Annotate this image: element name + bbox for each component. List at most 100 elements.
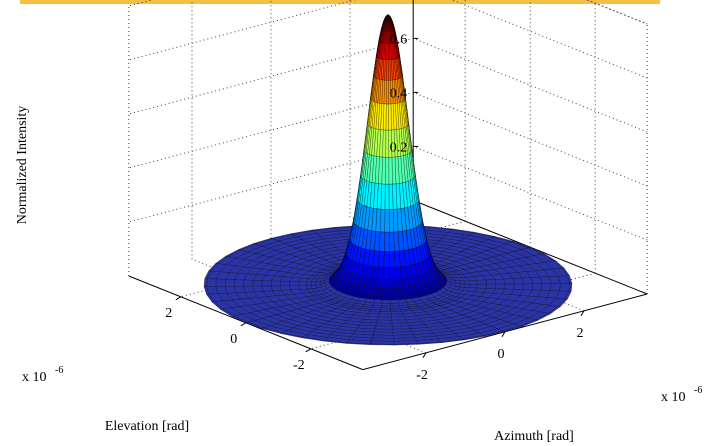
surface-patch bbox=[371, 337, 395, 342]
surface-patch bbox=[394, 250, 401, 268]
surface-patch bbox=[395, 278, 403, 289]
surface-patch bbox=[388, 59, 391, 81]
surface-patch bbox=[380, 209, 386, 233]
z-gridline-left-wall bbox=[413, 37, 648, 133]
surface-patch bbox=[298, 281, 307, 286]
surface-patch bbox=[270, 280, 281, 287]
x-tick-label: -2 bbox=[416, 368, 428, 383]
surface-patch bbox=[486, 283, 497, 289]
surface-patch bbox=[371, 266, 379, 280]
z-tick-label: 0.4 bbox=[390, 86, 408, 101]
surface-patch bbox=[384, 209, 390, 233]
surface-patch bbox=[279, 285, 291, 291]
surface-patch bbox=[377, 316, 392, 321]
surface-patch bbox=[385, 103, 389, 131]
surface-patch bbox=[384, 231, 390, 252]
surface-patch bbox=[386, 30, 389, 44]
y-multiplier-exponent: -6 bbox=[55, 365, 63, 376]
surface-patch bbox=[393, 231, 400, 252]
y-multiplier-base: x 10 bbox=[22, 370, 47, 385]
surface-patch bbox=[381, 156, 386, 185]
surface-patch bbox=[233, 279, 245, 287]
surface-patch bbox=[379, 231, 385, 252]
surface-patch bbox=[503, 278, 515, 285]
surface-patch bbox=[459, 283, 466, 288]
surface-patch bbox=[243, 279, 254, 287]
surface-patch bbox=[541, 283, 552, 291]
surface-patch bbox=[306, 281, 312, 286]
surface-patch bbox=[381, 303, 391, 307]
surface-patch bbox=[289, 285, 300, 291]
surface-patch bbox=[468, 280, 478, 285]
surface-patch bbox=[374, 325, 393, 330]
surface-patch bbox=[385, 157, 390, 185]
surface-patch bbox=[261, 280, 272, 287]
x-tick-label: 0 bbox=[498, 347, 505, 362]
surface-patch bbox=[388, 157, 393, 185]
y-tick-mark bbox=[240, 322, 247, 327]
surface-patch bbox=[381, 299, 391, 304]
y-tick-label: 0 bbox=[230, 332, 237, 347]
surface-patch bbox=[390, 311, 403, 315]
surface-patch bbox=[389, 231, 395, 252]
surface-patch bbox=[485, 279, 497, 285]
surface-patch bbox=[531, 283, 543, 291]
surface-patch bbox=[270, 285, 282, 292]
surface-patch bbox=[386, 59, 389, 81]
y-tick-mark bbox=[175, 296, 182, 301]
surface-patch bbox=[494, 278, 506, 285]
surface-patch bbox=[550, 283, 561, 292]
surface-patch bbox=[389, 294, 398, 301]
surface-patch bbox=[476, 279, 487, 285]
surface-patch bbox=[377, 266, 385, 280]
surface-patch bbox=[376, 319, 393, 324]
surface-patch bbox=[215, 278, 226, 287]
surface-patch bbox=[388, 103, 392, 131]
surface-patch bbox=[396, 287, 405, 296]
surface-patch bbox=[389, 251, 396, 268]
y-tick-label: 2 bbox=[165, 306, 172, 321]
surface-patch bbox=[513, 283, 524, 290]
surface-patch bbox=[375, 322, 393, 327]
surface-patch bbox=[370, 278, 378, 289]
surface-patch bbox=[310, 281, 317, 286]
surface-patch bbox=[370, 340, 395, 345]
surface-patch bbox=[369, 343, 395, 346]
surface-patch bbox=[373, 328, 394, 333]
surface-patch bbox=[389, 288, 398, 296]
surface-patch bbox=[388, 183, 394, 210]
z-axis-label: Normalized Intensity bbox=[15, 106, 30, 225]
top-accent-bar bbox=[20, 0, 660, 4]
x-tick-mark bbox=[501, 331, 506, 338]
surface-patch bbox=[387, 17, 389, 23]
surface-patch bbox=[368, 287, 377, 295]
surface-patch bbox=[512, 277, 524, 285]
surface-patch bbox=[559, 283, 570, 292]
surface-patch bbox=[386, 43, 389, 61]
surface-patch bbox=[394, 266, 402, 280]
surface-patch bbox=[389, 299, 399, 304]
x-tick-label: 2 bbox=[577, 326, 584, 341]
surface-patch bbox=[382, 279, 390, 289]
surface-patch bbox=[298, 285, 308, 290]
surface-patch bbox=[389, 279, 397, 289]
surface-patch bbox=[476, 284, 487, 289]
z-tick-label: 0.6 bbox=[390, 32, 408, 47]
surface-patch bbox=[384, 184, 390, 210]
surface-patch bbox=[371, 334, 394, 339]
y-axis-multiplier: x 10 -6 bbox=[22, 365, 63, 385]
axis-ticks: 0.20.40.60.81-202-202 bbox=[165, 32, 585, 383]
surface-patch bbox=[279, 281, 290, 287]
surface-patch bbox=[383, 103, 387, 131]
surface-patch bbox=[383, 251, 390, 268]
z-tick-label: 0.2 bbox=[390, 140, 408, 155]
surface-patch bbox=[375, 288, 384, 296]
surface-patch bbox=[374, 294, 383, 301]
surface-patch bbox=[389, 266, 396, 280]
surface-patch bbox=[495, 283, 506, 290]
y-tick-label: -2 bbox=[293, 358, 305, 373]
z-gridline-left-wall bbox=[413, 145, 648, 241]
surface-patch bbox=[378, 251, 385, 268]
